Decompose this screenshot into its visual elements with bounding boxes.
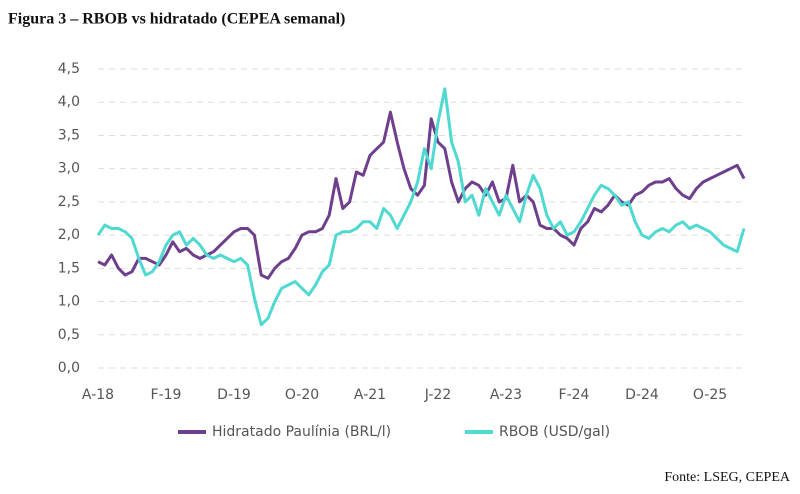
- legend-label: Hidratado Paulínia (BRL/l): [212, 424, 391, 440]
- y-tick-label: 3,5: [58, 127, 80, 143]
- x-tick-label: A-23: [490, 387, 522, 403]
- x-tick-label: O-25: [693, 387, 727, 403]
- y-tick-label: 1,5: [58, 260, 80, 276]
- x-tick-label: F-24: [559, 387, 590, 403]
- x-tick-label: A-18: [82, 387, 114, 403]
- x-tick-label: O-20: [285, 387, 319, 403]
- x-tick-label: D-24: [625, 387, 659, 403]
- line-series: [96, 87, 746, 327]
- y-tick-label: 4,0: [58, 94, 80, 110]
- y-tick-label: 3,0: [58, 161, 80, 177]
- y-tick-label: 0,0: [58, 360, 80, 376]
- y-tick-label: 2,0: [58, 227, 80, 243]
- line-series: [97, 110, 746, 280]
- y-tick-label: 4,5: [58, 61, 80, 77]
- chart-title: Figura 3 – RBOB vs hidratado (CEPEA sema…: [8, 11, 345, 28]
- source: Fonte: LSEG, CEPEA: [664, 470, 791, 485]
- y-tick-label: 1,0: [58, 294, 80, 310]
- x-tick-label: J-22: [424, 387, 452, 403]
- y-tick-label: 2,5: [58, 194, 80, 210]
- x-tick-label: D-19: [217, 387, 251, 403]
- legend-label: RBOB (USD/gal): [499, 424, 610, 440]
- x-tick-label: F-19: [151, 387, 182, 403]
- y-tick-label: 0,5: [58, 327, 80, 343]
- x-tick-label: A-21: [354, 387, 386, 403]
